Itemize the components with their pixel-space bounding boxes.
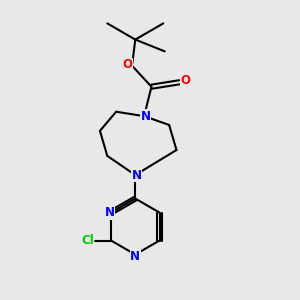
Text: O: O bbox=[122, 58, 132, 71]
Text: O: O bbox=[180, 74, 190, 87]
Text: N: N bbox=[130, 250, 140, 262]
Text: N: N bbox=[132, 169, 142, 182]
Text: N: N bbox=[105, 206, 115, 219]
Text: Cl: Cl bbox=[81, 234, 94, 247]
Text: N: N bbox=[141, 110, 151, 123]
